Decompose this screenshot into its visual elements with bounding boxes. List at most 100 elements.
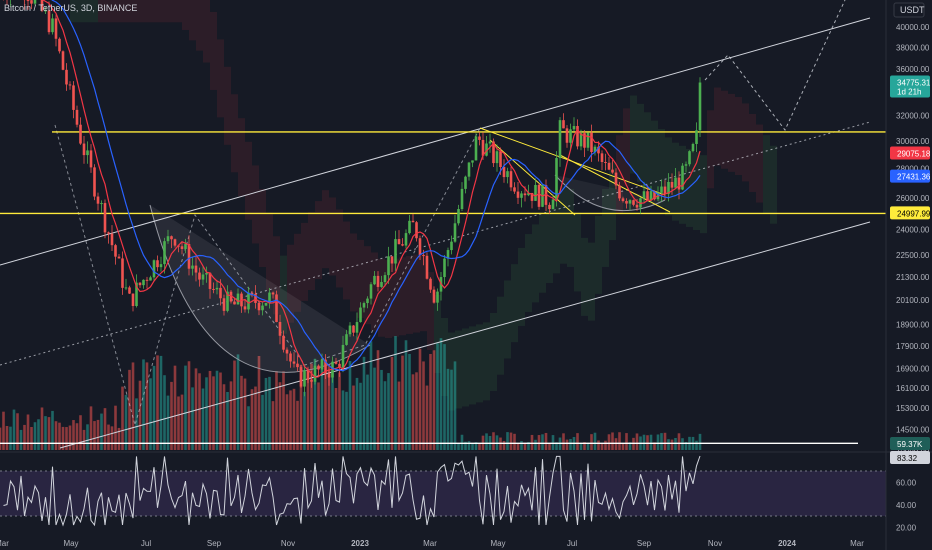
cloud-segment bbox=[189, 0, 196, 41]
volume-bar bbox=[243, 378, 247, 450]
candle bbox=[72, 81, 75, 119]
currency-button-bg[interactable] bbox=[893, 2, 925, 18]
candle bbox=[173, 238, 177, 248]
candle bbox=[698, 77, 702, 138]
time-tick-label: 2024 bbox=[778, 539, 796, 548]
volume-bar bbox=[649, 434, 653, 450]
price-tick-label: 28000.00 bbox=[896, 164, 930, 173]
cloud-segment bbox=[161, 0, 168, 23]
candle bbox=[467, 161, 471, 181]
candle bbox=[485, 135, 488, 157]
price-tick-label: 22500.00 bbox=[896, 251, 930, 260]
candle bbox=[397, 230, 401, 245]
projection-path bbox=[704, 0, 846, 131]
candle bbox=[107, 231, 110, 244]
volume-bar bbox=[471, 443, 474, 450]
cloud-segment bbox=[182, 0, 189, 30]
volume-bar bbox=[145, 362, 149, 450]
candle bbox=[303, 364, 306, 397]
candle bbox=[313, 358, 317, 385]
volume-bar bbox=[124, 394, 128, 450]
volume-bar bbox=[618, 432, 621, 450]
cloud-segment bbox=[196, 0, 203, 51]
volume-bar bbox=[33, 422, 37, 450]
candle bbox=[317, 364, 320, 377]
volume-bar bbox=[208, 370, 212, 450]
volume-bar bbox=[114, 405, 117, 450]
candle bbox=[345, 329, 348, 346]
cloud-segment bbox=[378, 258, 385, 337]
candle bbox=[695, 122, 698, 153]
cloud-segment bbox=[574, 213, 581, 292]
candle bbox=[124, 278, 128, 291]
candle bbox=[366, 296, 369, 309]
volume-bar bbox=[89, 406, 93, 450]
candle bbox=[138, 282, 142, 288]
volume-bar bbox=[338, 372, 341, 450]
volume-bar bbox=[387, 373, 390, 450]
volume-bar bbox=[170, 381, 173, 450]
candle bbox=[100, 200, 103, 214]
time-tick-label: Mar bbox=[850, 539, 864, 548]
cloud-segment bbox=[84, 0, 91, 23]
candle bbox=[6, 0, 8, 6]
volume-bar bbox=[607, 434, 611, 450]
price-badge: 27431.36 bbox=[890, 169, 931, 183]
candle bbox=[558, 117, 562, 167]
cloud-segment bbox=[105, 0, 112, 23]
volume-bar bbox=[12, 409, 16, 450]
price-tick-label: 38000.00 bbox=[896, 43, 930, 52]
candle bbox=[586, 132, 590, 151]
candle bbox=[236, 288, 240, 305]
volume-bar bbox=[670, 439, 674, 450]
cloud-segment bbox=[231, 94, 238, 173]
volume-bar bbox=[530, 434, 534, 450]
time-tick-label: Sep bbox=[207, 539, 222, 548]
volume-bar bbox=[296, 400, 299, 450]
volume-bar bbox=[51, 410, 54, 450]
time-axis[interactable]: Mar May Jul Sep Nov 2023 Mar May Jul Sep Nov 2024 Ma… bbox=[0, 539, 864, 548]
volume-bar bbox=[457, 443, 460, 450]
cloud-segment bbox=[588, 242, 595, 321]
volume-bar bbox=[698, 433, 702, 450]
volume-bar bbox=[138, 380, 142, 450]
candle bbox=[674, 168, 677, 188]
candle bbox=[215, 280, 219, 295]
volume-bar bbox=[390, 356, 394, 450]
price-tick-label: 17900.00 bbox=[896, 342, 930, 351]
currency-label[interactable]: USDT bbox=[900, 5, 925, 15]
cloud-segment bbox=[525, 234, 532, 313]
volume-bar bbox=[135, 398, 138, 450]
candle bbox=[383, 272, 387, 287]
time-tick-label: Mar bbox=[423, 539, 437, 548]
candle bbox=[415, 221, 418, 242]
volume-bar bbox=[40, 407, 44, 450]
cloud-segment bbox=[651, 120, 658, 199]
volume-bar bbox=[464, 441, 467, 450]
cloud-segment bbox=[308, 211, 315, 291]
cloud-segment bbox=[294, 233, 301, 312]
candle bbox=[509, 166, 513, 192]
candle bbox=[597, 141, 600, 162]
volume-bar bbox=[268, 376, 271, 450]
candle bbox=[513, 182, 516, 194]
candle bbox=[453, 214, 457, 243]
cloud-segment bbox=[364, 246, 371, 325]
time-tick-label: May bbox=[63, 539, 78, 548]
candle bbox=[667, 173, 670, 202]
volume-bar bbox=[366, 374, 369, 450]
candle bbox=[359, 302, 362, 323]
volume-bar bbox=[194, 368, 198, 450]
volume-bar bbox=[261, 394, 264, 450]
time-tick-label: Jul bbox=[567, 539, 577, 548]
cloud-segment bbox=[175, 0, 182, 23]
volume-bar bbox=[460, 434, 464, 450]
candle bbox=[254, 285, 257, 309]
volume-bar bbox=[485, 433, 488, 450]
rsi-band bbox=[0, 471, 886, 516]
volume-bar bbox=[376, 350, 380, 450]
candle bbox=[432, 286, 436, 304]
